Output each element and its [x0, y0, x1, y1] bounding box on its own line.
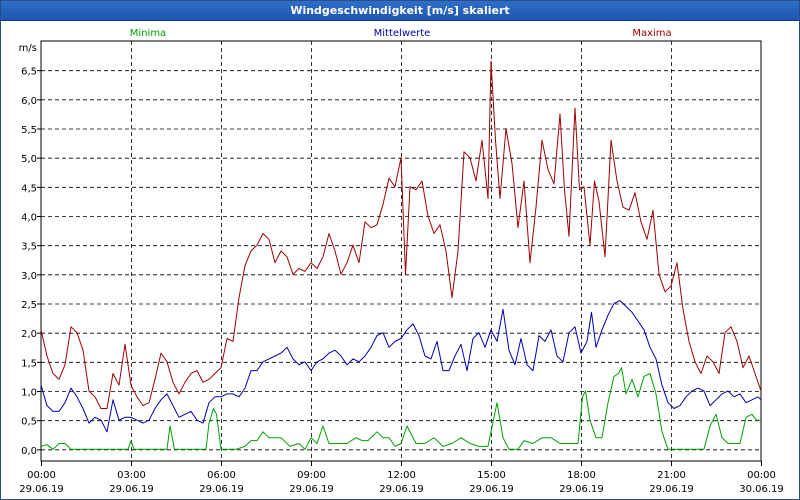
- y-tick-label: 0,5: [21, 417, 37, 428]
- wind-speed-chart: 0,0 0,5 1,0 1,5 2,0 2,5 3,0 3,5 4,0 4,5 5,0 5,5 6,0 6…: [19, 28, 784, 495]
- legend-minima: Minima: [130, 28, 166, 39]
- y-tick-label: 4,5: [21, 183, 37, 194]
- x-tick-time: 00:00: [747, 470, 776, 481]
- x-tick-date: 30.06.19: [739, 484, 784, 495]
- y-tick-label: 6,0: [21, 96, 37, 107]
- series-line-maxima: [40, 60, 762, 409]
- x-tick-date: 29.06.19: [289, 484, 334, 495]
- y-tick-label: 5,0: [21, 154, 37, 165]
- y-tick-label: 2,0: [21, 329, 37, 340]
- x-tick-date: 29.06.19: [649, 484, 694, 495]
- x-tick-time: 15:00: [477, 470, 506, 481]
- x-tick-time: 09:00: [297, 470, 326, 481]
- window-title: Windgeschwindigkeit [m/s] skaliert: [1, 1, 799, 21]
- x-tick-time: 06:00: [207, 470, 236, 481]
- x-tick-time: 18:00: [567, 470, 596, 481]
- plot-area: [40, 40, 762, 462]
- x-tick-date: 29.06.19: [199, 484, 244, 495]
- x-tick-date: 29.06.19: [379, 484, 424, 495]
- y-tick-label: 2,5: [21, 300, 37, 311]
- series-line-mittelwerte: [40, 300, 762, 433]
- x-tick-time: 00:00: [27, 470, 56, 481]
- y-tick-label: 1,5: [21, 358, 37, 369]
- y-tick-label: 5,5: [21, 125, 37, 136]
- y-tick-label: 0,0: [21, 446, 37, 457]
- y-tick-label: 4,0: [21, 213, 37, 224]
- y-tick-label: 3,0: [21, 271, 37, 282]
- x-tick-time: 12:00: [387, 470, 416, 481]
- x-tick-time: 03:00: [117, 470, 146, 481]
- y-tick-label: 6,5: [21, 67, 37, 78]
- x-tick-date: 29.06.19: [469, 484, 514, 495]
- y-tick-label: 3,5: [21, 242, 37, 253]
- x-tick-date: 29.06.19: [559, 484, 604, 495]
- series-line-minima: [40, 367, 761, 450]
- legend-maxima: Maxima: [632, 28, 671, 39]
- y-axis-unit: m/s: [19, 43, 37, 54]
- x-tick-time: 21:00: [657, 470, 686, 481]
- y-tick-label: 1,0: [21, 388, 37, 399]
- x-tick-date: 29.06.19: [19, 484, 64, 495]
- legend-mittelwerte: Mittelwerte: [374, 28, 431, 39]
- x-tick-date: 29.06.19: [109, 484, 154, 495]
